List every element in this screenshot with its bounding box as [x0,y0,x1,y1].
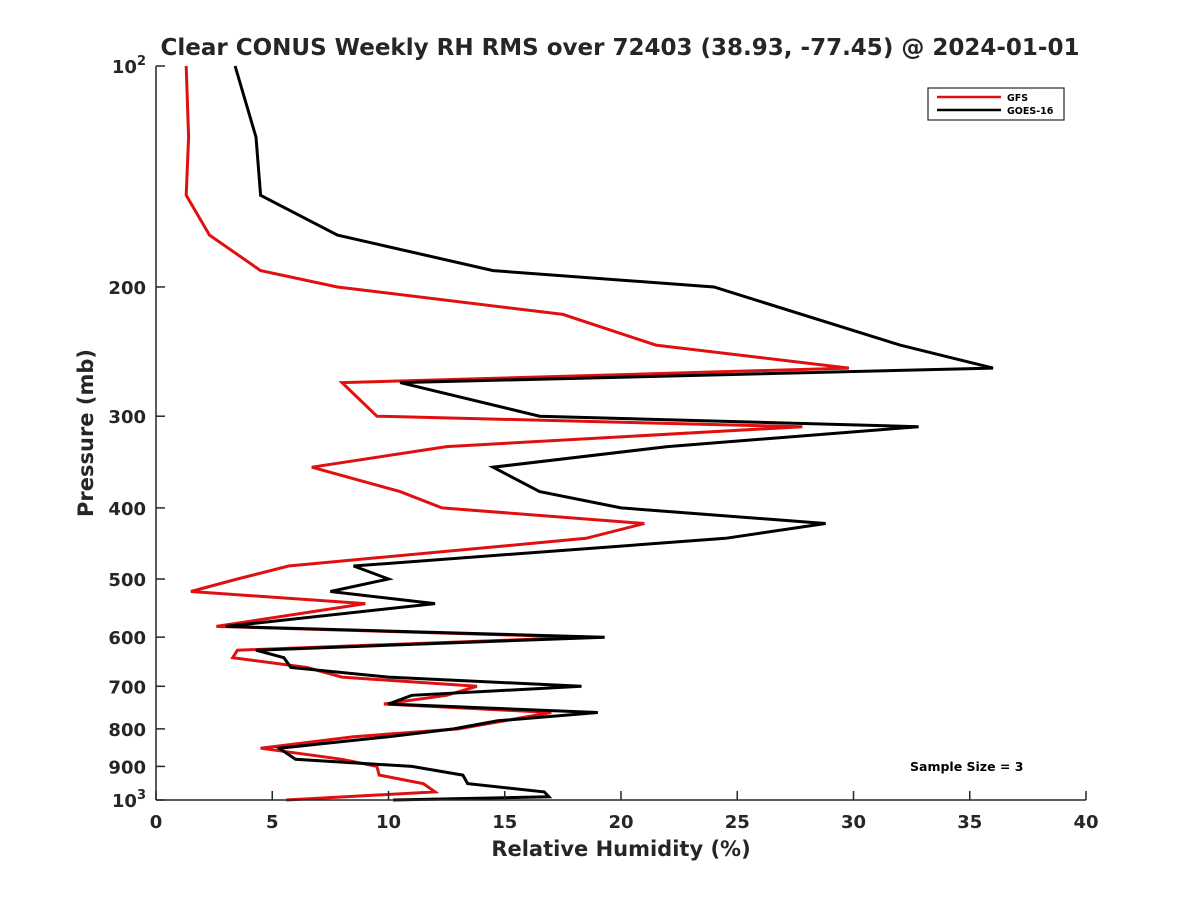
x-tick-label: 20 [608,812,633,833]
y-tick-label: 102 [112,54,146,78]
x-tick-label: 35 [957,812,982,833]
x-tick-label: 15 [492,812,517,833]
y-tick-label: 500 [108,570,146,591]
x-ticks: 0 5 10 15 20 25 30 35 40 [150,791,1099,833]
chart-title: Clear CONUS Weekly RH RMS over 72403 (38… [161,35,1080,61]
legend-gfs-label: GFS [1007,93,1028,104]
sample-size-annotation: Sample Size = 3 [910,759,1023,774]
y-tick-label: 900 [108,757,146,778]
y-tick-label: 300 [108,407,146,428]
legend: GFS GOES-16 [927,87,1065,121]
y-ticks: 102 200 300 400 500 600 700 800 900 103 [108,54,165,812]
x-tick-label: 40 [1073,812,1098,833]
x-tick-label: 5 [266,812,279,833]
x-axis-label: Relative Humidity (%) [491,837,750,861]
y-tick-label: 600 [108,628,146,649]
x-tick-label: 25 [725,812,750,833]
x-tick-label: 10 [376,812,401,833]
legend-goes16-label: GOES-16 [1007,106,1054,117]
legend-box [927,87,1065,121]
series-layer [184,65,994,802]
y-axis-label: Pressure (mb) [74,349,98,517]
series-line-gfs [184,65,850,802]
y-tick-label: 200 [108,278,146,299]
series-line-goes16 [225,65,994,802]
x-tick-label: 30 [841,812,866,833]
y-tick-label: 800 [108,720,146,741]
y-tick-label: 700 [108,677,146,698]
y-tick-label: 400 [108,499,146,520]
y-tick-label: 103 [112,788,146,812]
x-tick-label: 0 [150,812,163,833]
